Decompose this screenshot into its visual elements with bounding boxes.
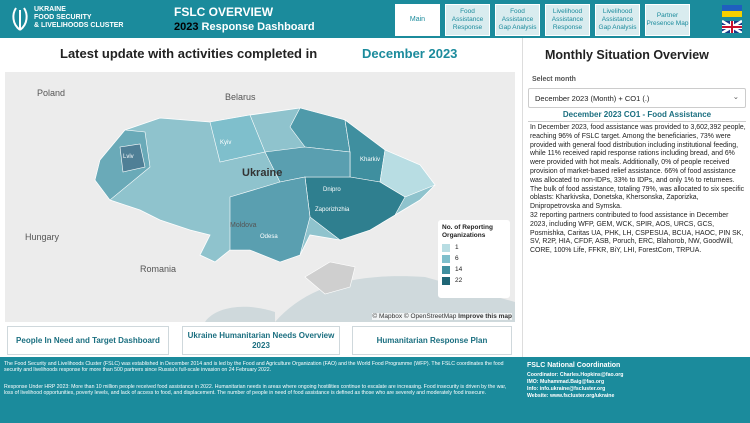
title: FSLC OVERVIEW [174,5,274,19]
coordination-title: FSLC National Coordination [527,362,621,369]
select-label: Select month [532,76,576,83]
logo-line: & LIVELIHOODS CLUSTER [34,22,124,29]
month-select[interactable]: December 2023 (Month) + CO1 (.) ⌄ [528,88,746,108]
city-label: Dnipro [323,187,341,193]
tab[interactable]: Livelihood Assistance Gap Analysis [595,4,640,36]
map-label: Ukraine [242,167,283,179]
city-label: Odesa [260,234,278,240]
update-month: December 2023 [362,46,458,61]
divider [522,38,523,357]
summary-paragraph: 32 reporting partners contributed to foo… [530,211,744,255]
side-title: Monthly Situation Overview [545,48,709,62]
tab[interactable]: Partner Presence Map [645,4,690,36]
update-heading: Latest update with activities completed … [60,46,318,61]
legend-items: 1 6 14 22 [442,243,506,285]
subtitle-text: Response Dashboard [201,21,315,33]
summary: In December 2023, food assistance was pr… [530,124,746,256]
map-label: Belarus [225,92,256,102]
select-value: December 2023 (Month) + CO1 (.) [535,94,650,103]
city-label: Zaporizhzhia [315,207,350,213]
attribution-link[interactable]: Improve this map [458,313,512,320]
tab[interactable]: Food Assistance Response [445,4,490,36]
legend: No. of Reporting Organizations 1 6 14 22 [438,220,510,298]
subtitle-year: 2023 [174,21,199,33]
logo-line: FOOD SECURITY [34,14,92,21]
footer-about: The Food Security and Livelihoods Cluste… [4,361,504,374]
contact-line: IMO: Muhammad.Baig@fao.org [527,379,605,385]
city-label: Lviv [123,154,134,160]
tab[interactable]: Main [395,4,440,36]
legend-title: No. of Reporting Organizations [442,224,493,239]
map-label: Romania [140,264,177,274]
map-label: Hungary [25,232,60,242]
link-button[interactable]: Ukraine Humanitarian Needs Overview 2023 [182,326,340,355]
language-flags[interactable] [722,5,742,33]
subtitle: 2023 Response Dashboard [174,21,315,33]
coordination-lines: Coordinator: Charles.Hopkins@fao.org IMO… [527,372,623,400]
tab[interactable]: Livelihood Assistance Response [545,4,590,36]
contact-line: Info: info.ukraine@fscluster.org [527,386,606,392]
legend-item: 6 [442,254,506,263]
attribution: © Mapbox © OpenStreetMap Improve this ma… [372,313,512,320]
legend-label: 6 [455,255,459,262]
map-label: Moldova [230,222,257,229]
legend-label: 22 [455,277,463,284]
footer: The Food Security and Livelihoods Cluste… [0,357,750,423]
legend-item: 1 [442,243,506,252]
legend-label: 14 [455,266,463,273]
map: Poland Belarus Ukraine Hungary Romania M… [5,72,515,322]
footer-about: Response Under HRP 2023: More than 10 mi… [4,384,507,397]
link-button[interactable]: Humanitarian Response Plan [352,326,512,355]
legend-item: 14 [442,265,506,274]
legend-label: 1 [455,244,459,251]
attribution-text: © Mapbox © OpenStreetMap [372,313,457,320]
chevron: ⌄ [732,92,739,101]
tab[interactable]: Food Assistance Gap Analysis [495,4,540,36]
legend-swatch [442,243,450,252]
map-shapes [5,72,515,322]
logo-icon [12,7,28,31]
city-label: Kharkiv [360,157,381,163]
city-label: Kyiv [220,140,232,146]
legend-swatch [442,276,450,285]
contact-line: Coordinator: Charles.Hopkins@fao.org [527,372,624,378]
link-button[interactable]: People In Need and Target Dashboard [7,326,169,355]
summary-paragraph: In December 2023, food assistance was pr… [530,124,746,211]
header: UKRAINE FOOD SECURITY & LIVELIHOODS CLUS… [0,0,750,38]
logo-line: UKRAINE [34,6,66,13]
map-label: Poland [37,88,66,98]
contact-line: Website: www.fscluster.org/ukraine [527,393,615,399]
legend-swatch [442,265,450,274]
legend-swatch [442,254,450,263]
section-heading: December 2023 CO1 - Food Assistance [528,110,746,122]
legend-item: 22 [442,276,506,285]
logo-text: UKRAINE FOOD SECURITY & LIVELIHOODS CLUS… [34,6,123,30]
